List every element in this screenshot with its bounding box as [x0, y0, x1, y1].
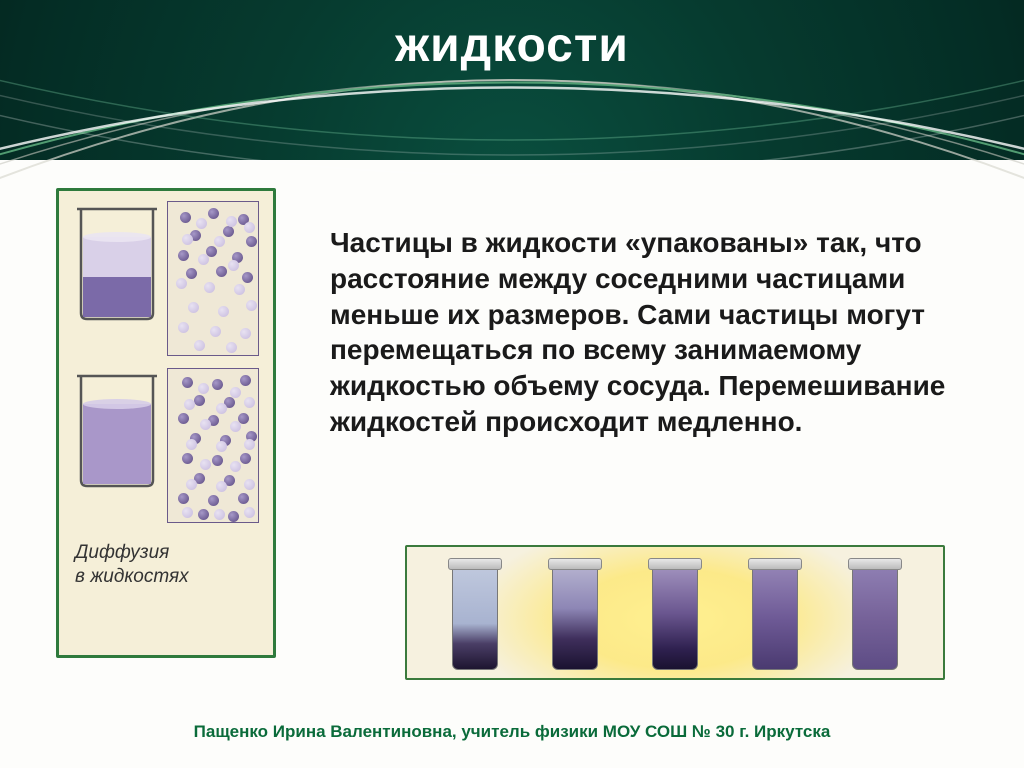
- beaker-before: [73, 201, 161, 321]
- test-tube-5: [846, 558, 904, 670]
- test-tube-3: [646, 558, 704, 670]
- slide: жидкости Диффузия в жидкостях: [0, 0, 1024, 768]
- beaker-row-before: [73, 201, 259, 356]
- footer-credit: Пащенко Ирина Валентиновна, учитель физи…: [0, 722, 1024, 742]
- test-tube-1: [446, 558, 504, 670]
- test-tube-4: [746, 558, 804, 670]
- test-tube-2: [546, 558, 604, 670]
- caption-line1: Диффузия: [75, 542, 169, 563]
- diffusion-figure: Диффузия в жидкостях: [56, 188, 276, 658]
- slide-title: жидкости: [0, 18, 1024, 73]
- particle-box-before: [167, 201, 259, 356]
- beaker-row-after: [73, 368, 259, 523]
- body-text: Частицы в жидкости «упакованы» так, что …: [330, 225, 960, 440]
- caption-line2: в жидкостях: [75, 566, 189, 587]
- figure-caption: Диффузия в жидкостях: [75, 541, 189, 589]
- test-tubes-figure: [405, 545, 945, 680]
- beaker-after: [73, 368, 161, 488]
- particle-box-after: [167, 368, 259, 523]
